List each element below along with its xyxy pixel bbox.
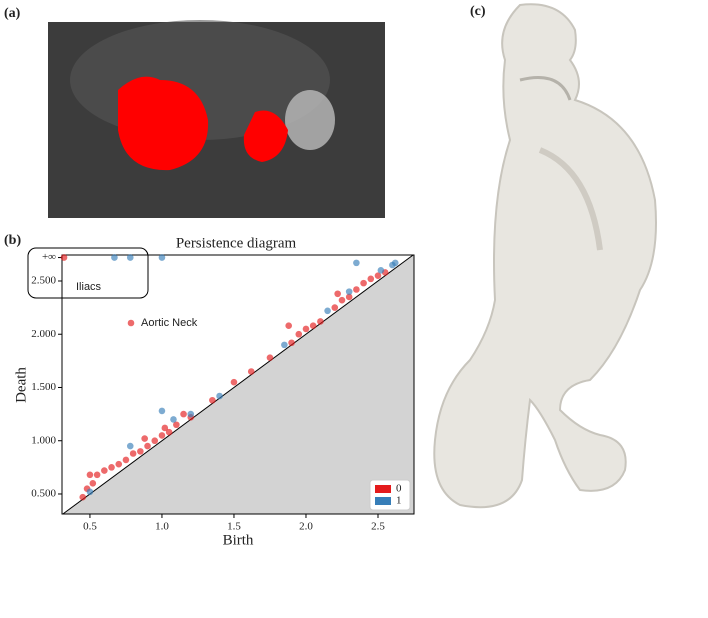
legend-box xyxy=(369,479,411,511)
point xyxy=(247,368,255,375)
point xyxy=(165,428,173,436)
point xyxy=(89,480,97,487)
point xyxy=(86,488,94,496)
x-tick-label: 0.5 xyxy=(83,521,97,533)
point xyxy=(173,421,180,429)
point xyxy=(281,341,288,349)
point xyxy=(266,354,274,361)
panel-label: (b) xyxy=(4,233,21,248)
point xyxy=(288,339,295,347)
panel-label: (a) xyxy=(4,6,21,21)
point xyxy=(367,275,375,283)
x-tick-label: 2.0 xyxy=(299,521,313,533)
point xyxy=(230,378,238,386)
legend-label: 0 xyxy=(396,483,402,495)
x-tick-label: 2.5 xyxy=(371,521,385,533)
x-tick-label: 1.5 xyxy=(227,521,241,533)
point xyxy=(389,261,396,269)
point xyxy=(60,254,68,261)
point xyxy=(122,456,130,464)
point xyxy=(334,290,341,298)
point xyxy=(137,448,144,455)
point xyxy=(209,396,216,404)
point xyxy=(158,432,166,439)
chart-title: Persistence diagram xyxy=(176,235,297,251)
aortic-neck-label: Aortic Neck xyxy=(141,317,198,329)
iliacs-box xyxy=(27,247,149,299)
point xyxy=(158,407,166,415)
point xyxy=(377,267,385,274)
point xyxy=(180,410,187,418)
point xyxy=(101,467,108,474)
point xyxy=(353,286,360,293)
point xyxy=(338,296,346,304)
y-tick-label: +∞ xyxy=(42,251,56,263)
y-tick-label: 0.500 xyxy=(31,488,56,500)
point xyxy=(216,392,223,400)
point xyxy=(111,254,118,261)
legend-swatch xyxy=(375,485,391,493)
point xyxy=(295,330,303,338)
point xyxy=(86,471,94,479)
diagonal xyxy=(62,254,414,515)
y-tick-label: 1.500 xyxy=(31,381,56,393)
point xyxy=(115,460,123,468)
point xyxy=(317,318,324,325)
point xyxy=(108,464,115,471)
point xyxy=(126,254,134,261)
point xyxy=(129,450,137,457)
point xyxy=(93,471,101,479)
point xyxy=(374,272,382,279)
point xyxy=(126,442,134,450)
legend-swatch xyxy=(375,497,391,505)
point xyxy=(151,437,159,445)
point xyxy=(285,322,292,330)
point xyxy=(79,493,87,501)
point xyxy=(141,435,148,442)
aorta-model xyxy=(433,3,657,509)
point xyxy=(161,424,169,432)
point xyxy=(187,410,195,418)
y-tick-label: 2.500 xyxy=(31,275,56,287)
point xyxy=(324,307,331,315)
annotation-marker xyxy=(127,319,135,327)
point xyxy=(353,259,360,267)
panel-label: (c) xyxy=(470,4,486,19)
point xyxy=(302,325,310,333)
point xyxy=(360,279,367,287)
point xyxy=(158,254,166,261)
x-tick-label: 1.0 xyxy=(155,521,169,533)
iliacs-label: Iliacs xyxy=(76,281,102,293)
y-tick-label: 2.000 xyxy=(31,328,56,340)
plot-area: 0.5 1.0 1.5 2.0 2.5 0.500 1.000 1.500 2.000 2.500… xyxy=(27,247,415,533)
point xyxy=(345,293,353,301)
y-tick-label: 1.000 xyxy=(31,434,56,446)
legend-label: 1 xyxy=(396,495,402,507)
ct-image xyxy=(48,20,385,218)
point xyxy=(144,442,151,450)
axes-frame xyxy=(61,254,415,515)
y-axis-label: Death xyxy=(13,367,29,403)
point xyxy=(309,322,317,330)
point xyxy=(345,288,353,295)
x-axis-label: Birth xyxy=(223,532,254,548)
point xyxy=(170,416,177,423)
point xyxy=(331,304,339,311)
